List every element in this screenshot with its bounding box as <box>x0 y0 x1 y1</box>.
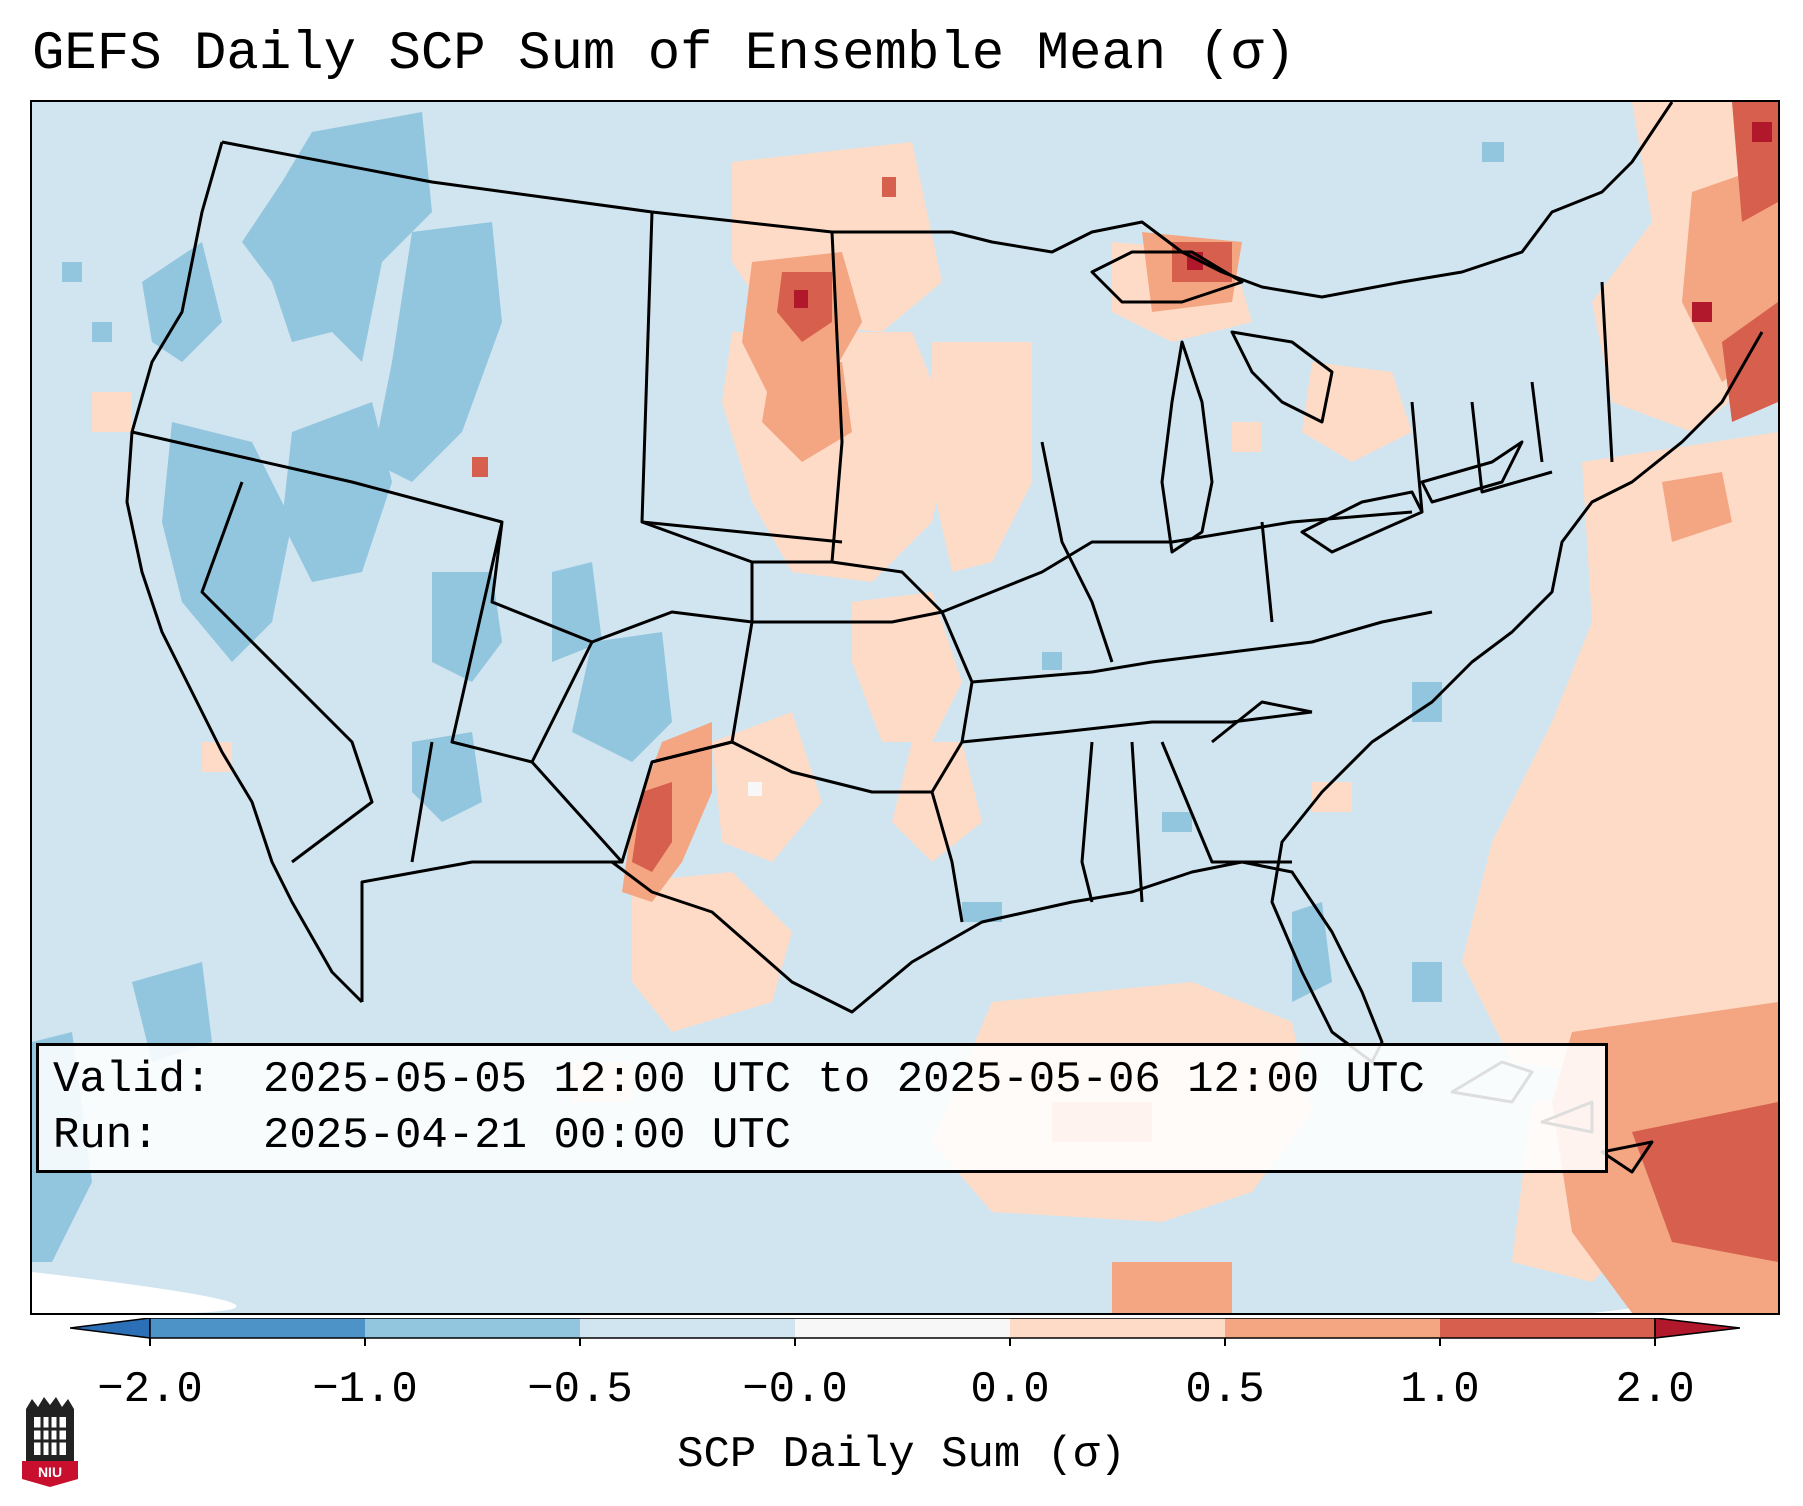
colorbar-bin <box>365 1318 580 1338</box>
map-title: GEFS Daily SCP Sum of Ensemble Mean (σ) <box>32 24 1296 85</box>
colorbar-label: SCP Daily Sum (σ) <box>677 1430 1126 1480</box>
colorbar-tick-marks <box>149 1338 1656 1346</box>
projection-edge <box>32 1272 237 1313</box>
valid-run-info-box: Valid: 2025-05-05 12:00 UTC to 2025-05-06… <box>36 1043 1608 1173</box>
logo-text: NIU <box>38 1464 62 1480</box>
colorbar-bin <box>795 1318 1010 1338</box>
valid-value: 2025-05-05 12:00 UTC to 2025-05-06 12:00… <box>263 1055 1425 1105</box>
colorbar-tick-label: 2.0 <box>1615 1365 1695 1415</box>
colorbar-bin <box>580 1318 795 1338</box>
colorbar-bin <box>1010 1318 1225 1338</box>
run-line: Run: 2025-04-21 00:00 UTC <box>53 1108 1591 1164</box>
colorbar-tick-label: −0.0 <box>742 1365 848 1415</box>
colorbar-extend-max <box>1654 1318 1740 1339</box>
colorbar-bin <box>1225 1318 1440 1338</box>
colorbar-bin <box>1440 1318 1655 1338</box>
colorbar-tick-label: −2.0 <box>97 1365 203 1415</box>
valid-label: Valid: <box>53 1055 212 1105</box>
colorbar-bin <box>150 1318 365 1338</box>
run-value: 2025-04-21 00:00 UTC <box>263 1111 792 1161</box>
run-label: Run: <box>53 1111 159 1161</box>
colorbar-outline <box>149 1318 1656 1339</box>
state-boundaries <box>125 102 1764 1174</box>
near-zero-cell <box>748 782 762 796</box>
colorbar-tick-label: 1.0 <box>1400 1365 1480 1415</box>
colorbar <box>70 1318 1740 1346</box>
colorbar-tick-label: 0.0 <box>970 1365 1050 1415</box>
colorbar-extend-min <box>70 1318 151 1339</box>
niu-logo-icon: NIU <box>22 1397 78 1487</box>
colorbar-tick-label: 0.5 <box>1185 1365 1265 1415</box>
colorbar-tick-label: −0.5 <box>527 1365 633 1415</box>
valid-line: Valid: 2025-05-05 12:00 UTC to 2025-05-06… <box>53 1052 1591 1108</box>
colorbar-tick-label: −1.0 <box>312 1365 418 1415</box>
